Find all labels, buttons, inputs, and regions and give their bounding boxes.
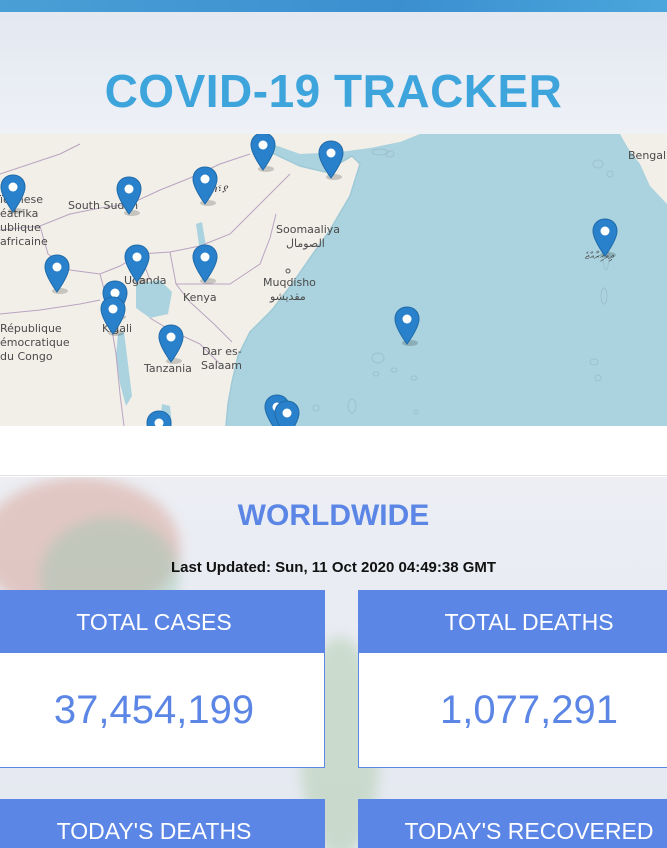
map-label-soomaaliya: Soomaaliya xyxy=(276,223,341,236)
last-updated-value: Sun, 11 Oct 2020 04:49:38 GMT xyxy=(275,559,497,576)
worldwide-section: WORLDWIDE Last Updated: Sun, 11 Oct 2020… xyxy=(0,477,667,848)
map-label-muqdisho-ar: مقديشو xyxy=(270,290,306,303)
total-cases-value: 37,454,199 xyxy=(53,687,255,732)
map-view[interactable]: ïdanese éatrika ublique africaine South … xyxy=(0,134,667,426)
app-title: COVID-19 TRACKER xyxy=(104,65,563,117)
map-marker-icon[interactable] xyxy=(116,176,142,216)
total-deaths-card: TOTAL DEATHS 1,077,291 xyxy=(358,590,667,768)
map-label-somalia-ar: الصومال xyxy=(286,237,325,250)
map-marker-icon[interactable] xyxy=(318,140,344,180)
map-label-publique: ublique xyxy=(0,221,41,234)
map-marker-icon[interactable] xyxy=(100,296,126,336)
total-cases-card: TOTAL CASES 37,454,199 xyxy=(0,590,325,768)
map-label-south-sudan: South Sudan xyxy=(68,199,139,212)
total-deaths-value: 1,077,291 xyxy=(440,687,618,732)
map-marker-icon[interactable] xyxy=(124,244,150,284)
map-marker-icon[interactable] xyxy=(592,218,618,258)
map-marker-icon[interactable] xyxy=(394,306,420,346)
section-divider xyxy=(0,426,667,476)
map-label-kenya: Kenya xyxy=(183,291,217,304)
map-marker-icon[interactable] xyxy=(192,244,218,284)
last-updated: Last Updated: Sun, 11 Oct 2020 04:49:38 … xyxy=(0,559,667,576)
map-marker-icon[interactable] xyxy=(158,324,184,364)
total-deaths-label: TOTAL DEATHS xyxy=(359,591,667,653)
map-label-dar-2: Salaam xyxy=(201,359,242,372)
total-cases-label: TOTAL CASES xyxy=(0,591,324,653)
map-label-centrafrique: éatrika xyxy=(0,207,38,220)
todays-deaths-label: TODAY'S DEATHS xyxy=(0,800,324,848)
todays-recovered-label: TODAY'S RECOVERED xyxy=(359,800,667,848)
page-header: COVID-19 TRACKER xyxy=(0,12,667,134)
map-marker-icon[interactable] xyxy=(250,134,276,172)
map-marker-icon[interactable] xyxy=(274,400,300,426)
map-label-maldives: ދިވެހިރާއްޖެ xyxy=(585,251,614,262)
todays-recovered-card: TODAY'S RECOVERED xyxy=(358,799,667,848)
last-updated-label: Last Updated: xyxy=(170,559,271,576)
map-label-rdc-1: République xyxy=(0,322,62,335)
worldwide-title: WORLDWIDE xyxy=(237,499,430,532)
map-label-tanzania: Tanzania xyxy=(144,362,192,375)
map-label-muqdisho: Muqdisho xyxy=(263,276,316,289)
map-marker-icon[interactable] xyxy=(146,410,172,426)
map-label-rdc-2: émocratique xyxy=(0,336,70,349)
top-bar xyxy=(0,0,667,12)
map-marker-icon[interactable] xyxy=(0,174,26,214)
todays-deaths-card: TODAY'S DEATHS xyxy=(0,799,325,848)
map-marker-icon[interactable] xyxy=(44,254,70,294)
map-label-bengal: Bengalu xyxy=(628,149,667,162)
map-marker-icon[interactable] xyxy=(192,166,218,206)
map-label-rdc-3: du Congo xyxy=(0,350,53,363)
map-label-africaine: africaine xyxy=(0,235,48,248)
map-label-dar-1: Dar es- xyxy=(202,345,242,358)
